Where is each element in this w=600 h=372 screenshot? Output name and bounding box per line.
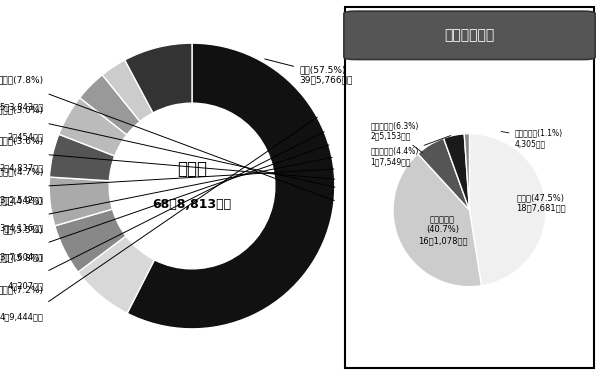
Wedge shape: [127, 43, 335, 329]
Text: 町税(57.5%)
39億5,766万円: 町税(57.5%) 39億5,766万円: [265, 59, 353, 84]
Text: 町民税(47.5%)
18億7,681万円: 町民税(47.5%) 18億7,681万円: [516, 193, 566, 213]
Text: 地方交付税(4.9%): 地方交付税(4.9%): [0, 196, 43, 205]
Wedge shape: [59, 98, 127, 156]
Text: その他(7.8%): その他(7.8%): [0, 75, 43, 84]
Text: 町たばこ税(4.4%)
1億7,549万円: 町たばこ税(4.4%) 1億7,549万円: [371, 135, 451, 166]
Wedge shape: [418, 138, 470, 210]
Wedge shape: [80, 75, 140, 135]
Wedge shape: [443, 134, 470, 210]
Text: 地方消費税交付金(3.0%): 地方消費税交付金(3.0%): [0, 105, 43, 114]
Text: 諸収入(3.6%): 諸収入(3.6%): [0, 136, 43, 145]
Wedge shape: [464, 134, 470, 210]
Wedge shape: [125, 43, 192, 113]
Wedge shape: [78, 236, 154, 313]
Text: 固定資産税
(40.7%)
16億1,078万円: 固定資産税 (40.7%) 16億1,078万円: [418, 215, 467, 245]
FancyBboxPatch shape: [344, 11, 595, 60]
Text: 4億9,444万円: 4億9,444万円: [0, 312, 43, 321]
Text: 3億7,604万円: 3億7,604万円: [0, 253, 43, 262]
Wedge shape: [49, 177, 112, 226]
Wedge shape: [393, 154, 481, 287]
Text: 68億8,813万円: 68億8,813万円: [152, 198, 232, 211]
Text: 町債(5.5%): 町債(5.5%): [2, 225, 43, 234]
Text: 3億4,116万円: 3億4,116万円: [0, 224, 43, 233]
Text: 繰越金(7.2%): 繰越金(7.2%): [0, 285, 43, 294]
Text: 4億207万円: 4億207万円: [7, 281, 43, 290]
Text: 2億4,837万円: 2億4,837万円: [0, 164, 43, 173]
Text: 県支出金(4.7%): 県支出金(4.7%): [0, 168, 43, 177]
Wedge shape: [103, 60, 153, 122]
Wedge shape: [49, 134, 115, 181]
Wedge shape: [55, 209, 126, 272]
Wedge shape: [469, 134, 546, 286]
Text: 軽自動車税(1.1%)
4,305万円: 軽自動車税(1.1%) 4,305万円: [501, 128, 563, 148]
Text: 5億3,843万円: 5億3,843万円: [0, 102, 43, 112]
Text: 国庫支出金(5.8%): 国庫支出金(5.8%): [0, 253, 43, 262]
Text: 3億2,542万円: 3億2,542万円: [0, 195, 43, 204]
Text: 2億454万円: 2億454万円: [7, 132, 43, 141]
Text: 町税の構成比: 町税の構成比: [445, 28, 494, 42]
Text: 歳　入: 歳 入: [177, 160, 207, 178]
Text: 都市計画税(6.3%)
2億5,153万円: 都市計画税(6.3%) 2億5,153万円: [371, 121, 422, 153]
